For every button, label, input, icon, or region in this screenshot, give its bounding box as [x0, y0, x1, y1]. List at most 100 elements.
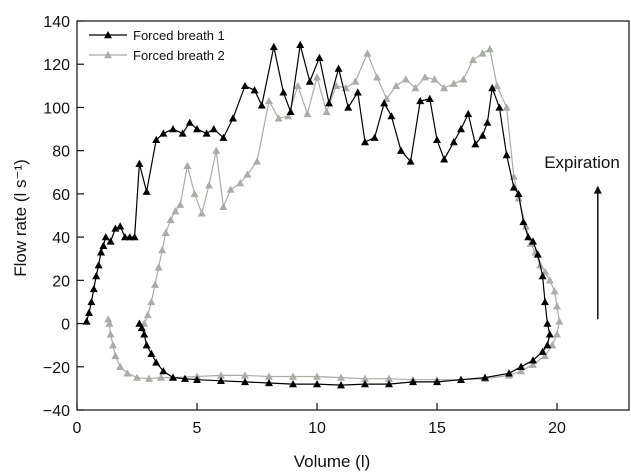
series-1-point	[85, 308, 93, 316]
series-1-point	[106, 237, 115, 245]
series-1-point	[305, 77, 314, 85]
series-1-point	[116, 222, 125, 230]
series-1-point	[257, 101, 266, 109]
y-tick-label: 60	[52, 187, 70, 204]
series-2-point	[478, 49, 487, 57]
x-tick-label: 20	[548, 420, 566, 437]
x-axis: 0 5 10 15 20	[73, 403, 566, 437]
series-1-point	[409, 377, 417, 386]
series-1-point	[94, 261, 103, 269]
series-1-point	[457, 125, 465, 133]
y-tick-label: 80	[52, 144, 70, 161]
series-1-point	[178, 129, 187, 137]
series-1-point	[193, 375, 201, 383]
series-2-point	[421, 73, 429, 81]
series-2-point	[158, 246, 167, 254]
series-2-point	[303, 109, 312, 118]
series-1-point	[440, 155, 449, 163]
series-2-point	[105, 319, 114, 327]
series-2-point	[363, 49, 372, 57]
series-1-point	[169, 373, 177, 381]
legend-item-1: Forced breath 1	[89, 28, 225, 43]
series-2-point	[241, 371, 249, 379]
series-1-point	[219, 133, 228, 141]
series-1-point	[529, 356, 537, 364]
series-1-point	[538, 272, 547, 280]
series-2-point	[529, 360, 537, 368]
series-2-point	[392, 81, 401, 90]
series-2-point	[219, 202, 228, 211]
series-1-point	[209, 125, 218, 133]
series-1-point	[241, 377, 249, 386]
series-1-point	[250, 86, 259, 94]
series-1-point	[334, 64, 343, 72]
series-2-point	[293, 81, 302, 90]
series-1-point	[425, 94, 434, 102]
series-2-point	[440, 83, 449, 92]
series-1-point	[337, 381, 345, 389]
series-2-point	[183, 161, 192, 169]
series-1-point	[387, 112, 396, 120]
series-1-point	[517, 362, 525, 370]
series-2-point	[385, 374, 393, 382]
series-1-point	[370, 133, 379, 141]
series-1-point	[315, 53, 324, 61]
series-1-point	[82, 317, 91, 325]
series-1-point	[397, 146, 405, 154]
series-1-line	[86, 44, 551, 386]
series-2-point	[521, 222, 530, 230]
series-1-point	[524, 233, 533, 241]
series-2-point	[236, 179, 245, 187]
series-1-point	[101, 233, 110, 241]
series-2-point	[493, 81, 501, 90]
series-2-point	[265, 372, 273, 380]
series-1-point	[514, 189, 523, 198]
legend-item-2: Forced breath 2	[89, 48, 225, 63]
legend-label: Forced breath 1	[133, 28, 225, 43]
series-2-point	[166, 215, 175, 224]
series-1-point	[159, 367, 168, 375]
series-layer	[82, 40, 564, 389]
series-2-point	[171, 207, 180, 215]
series-1-point	[99, 241, 108, 249]
series-1-point	[519, 217, 528, 226]
y-tick-label: 0	[61, 317, 70, 334]
series-2-point	[145, 374, 153, 382]
y-tick-label: 20	[52, 273, 70, 290]
series-1-point	[380, 99, 389, 107]
legend-marker	[104, 51, 112, 59]
series-1-point	[433, 135, 441, 144]
series-2-point	[205, 181, 213, 189]
series-1-point	[217, 376, 225, 385]
series-1-point	[229, 114, 237, 122]
series-1-point	[140, 330, 149, 338]
series-2-point	[449, 79, 458, 87]
plot-area-border	[76, 20, 630, 411]
x-axis-title: Volume (l)	[294, 452, 371, 471]
y-tick-label: 120	[43, 57, 70, 74]
series-1-point	[142, 341, 151, 349]
y-tick-label: 40	[52, 230, 70, 247]
x-tick-label: 15	[428, 420, 446, 437]
series-1-point	[92, 272, 101, 280]
series-1-point	[193, 125, 201, 133]
series-2-point	[550, 287, 559, 295]
series-1-point	[385, 380, 393, 388]
y-tick-label: −40	[43, 403, 70, 420]
series-2-point	[111, 351, 120, 360]
series-1-point	[152, 135, 161, 144]
series-2-point	[485, 45, 494, 53]
series-1-point	[483, 118, 492, 126]
series-2-point	[502, 103, 511, 111]
series-1-point	[181, 374, 189, 382]
expiration-annotation: Expiration	[544, 153, 620, 320]
series-2-point	[226, 185, 235, 193]
series-2-point	[116, 362, 125, 370]
series-2-point	[190, 189, 199, 198]
series-1-point	[89, 284, 98, 293]
series-1-point	[185, 118, 194, 126]
series-2-point	[274, 114, 283, 122]
series-2-point	[469, 55, 477, 64]
series-2-point	[147, 297, 156, 306]
series-1-point	[478, 131, 487, 139]
